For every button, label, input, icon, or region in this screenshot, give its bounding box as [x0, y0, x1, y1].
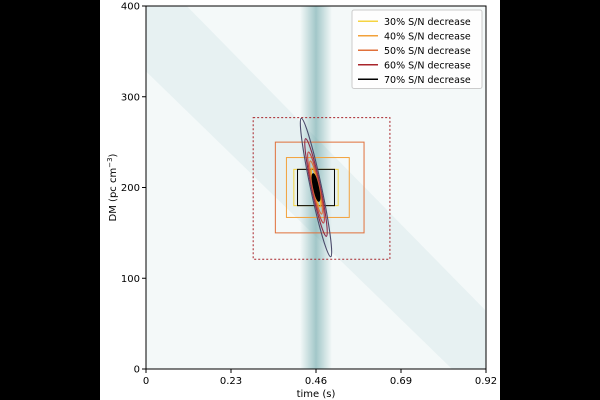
y-axis-label: DM (pc cm−3)	[106, 153, 119, 221]
y-tick-label: 200	[121, 183, 140, 194]
y-tick-label: 400	[121, 2, 140, 13]
snr-contours	[299, 117, 333, 258]
threshold-box	[274, 141, 365, 234]
legend-box	[351, 9, 483, 89]
y-tick-label: 0	[134, 365, 140, 376]
y-axis-label-close: )	[108, 153, 119, 157]
x-axis-label: time (s)	[297, 389, 336, 400]
legend-entries: 30% S/N decrease 40% S/N decrease 50% S/N …	[358, 17, 471, 86]
x-tick-label: 0.23	[220, 376, 242, 387]
y-tick-label: 100	[121, 274, 140, 285]
snr-contour	[307, 151, 325, 224]
figure-panel: 0 0.23 0.46 0.69 0.92 0 100 200 300 400 time (s)…	[100, 0, 500, 400]
legend-label: 70% S/N decrease	[384, 75, 471, 86]
legend: 30% S/N decrease 40% S/N decrease 50% S/N …	[351, 9, 483, 89]
x-tick-label: 0.92	[475, 376, 497, 387]
y-axis-label-main: DM (pc cm	[108, 168, 119, 222]
x-tick-label: 0	[143, 376, 149, 387]
legend-label: 50% S/N decrease	[384, 46, 471, 57]
x-tick-label: 0.69	[390, 376, 412, 387]
x-axis-ticks: 0 0.23 0.46 0.69 0.92	[143, 369, 497, 387]
legend-label: 40% S/N decrease	[384, 31, 471, 42]
y-axis-label-superscript: −3	[106, 157, 114, 167]
y-axis-ticks: 0 100 200 300 400	[121, 2, 146, 376]
snr-contour	[311, 173, 321, 202]
snr-contour	[304, 138, 328, 237]
y-tick-label: 300	[121, 92, 140, 103]
snr-contour	[299, 117, 333, 258]
legend-label: 30% S/N decrease	[384, 17, 471, 28]
threshold-box	[285, 157, 350, 218]
x-tick-label: 0.46	[305, 376, 327, 387]
chart: 0 0.23 0.46 0.69 0.92 0 100 200 300 400 time (s)…	[106, 2, 497, 400]
legend-label: 60% S/N decrease	[384, 60, 471, 71]
threshold-box	[252, 117, 391, 260]
